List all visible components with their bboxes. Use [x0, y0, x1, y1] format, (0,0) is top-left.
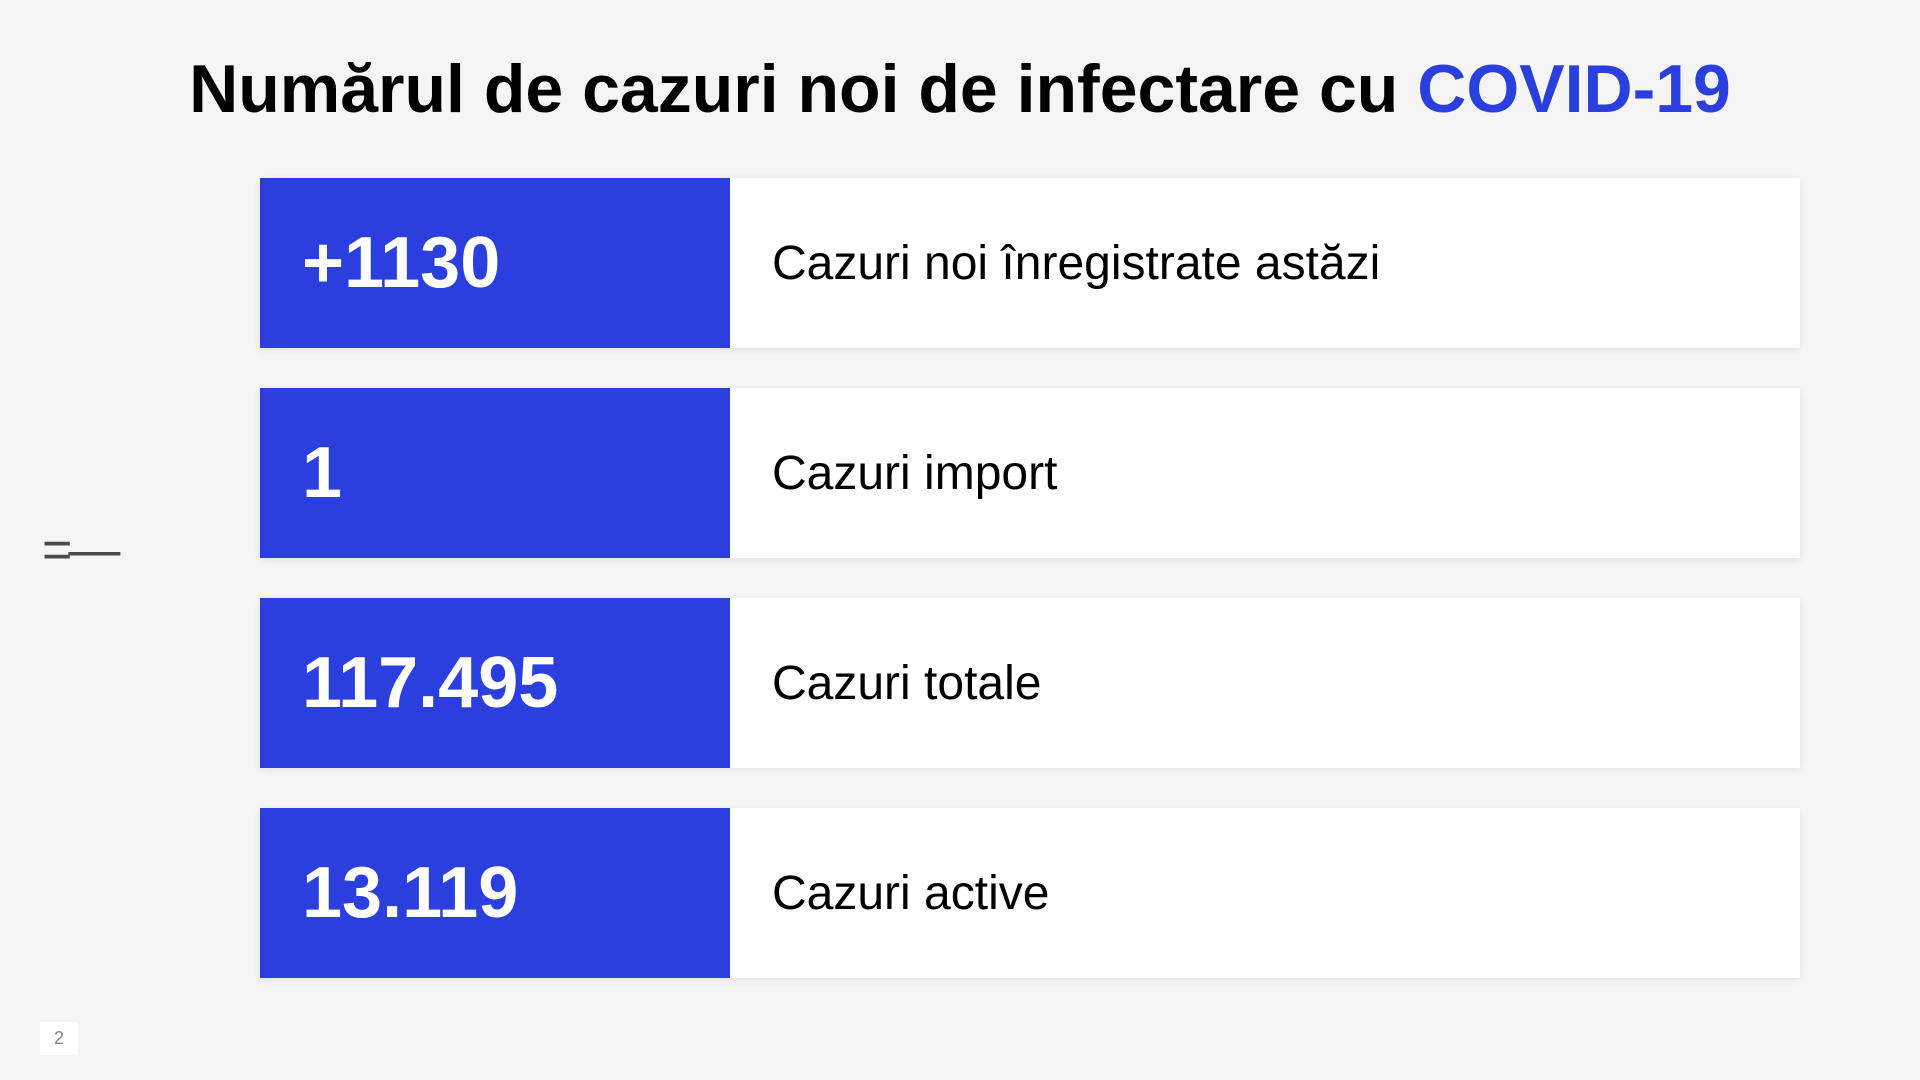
stat-row-total-cases: 117.495 Cazuri totale [260, 598, 1800, 768]
stat-row-import-cases: 1 Cazuri import [260, 388, 1800, 558]
stat-row-active-cases: 13.119 Cazuri active [260, 808, 1800, 978]
left-mark-icon: =— [42, 520, 116, 580]
stat-label-active-cases: Cazuri active [730, 808, 1800, 978]
stat-value-import-cases: 1 [260, 388, 730, 558]
stat-row-new-cases: +1130 Cazuri noi înregistrate astăzi [260, 178, 1800, 348]
stat-label-import-cases: Cazuri import [730, 388, 1800, 558]
title-highlight: COVID-19 [1417, 51, 1731, 127]
stat-label-total-cases: Cazuri totale [730, 598, 1800, 768]
page-number: 2 [40, 1022, 78, 1055]
stat-value-total-cases: 117.495 [260, 598, 730, 768]
title-main: Numărul de cazuri noi de infectare cu [189, 51, 1417, 127]
stats-container: +1130 Cazuri noi înregistrate astăzi 1 C… [260, 178, 1800, 978]
stat-label-new-cases: Cazuri noi înregistrate astăzi [730, 178, 1800, 348]
stat-value-active-cases: 13.119 [260, 808, 730, 978]
stat-value-new-cases: +1130 [260, 178, 730, 348]
slide-container: Numărul de cazuri noi de infectare cu CO… [0, 0, 1920, 1080]
title-row: Numărul de cazuri noi de infectare cu CO… [60, 40, 1860, 128]
